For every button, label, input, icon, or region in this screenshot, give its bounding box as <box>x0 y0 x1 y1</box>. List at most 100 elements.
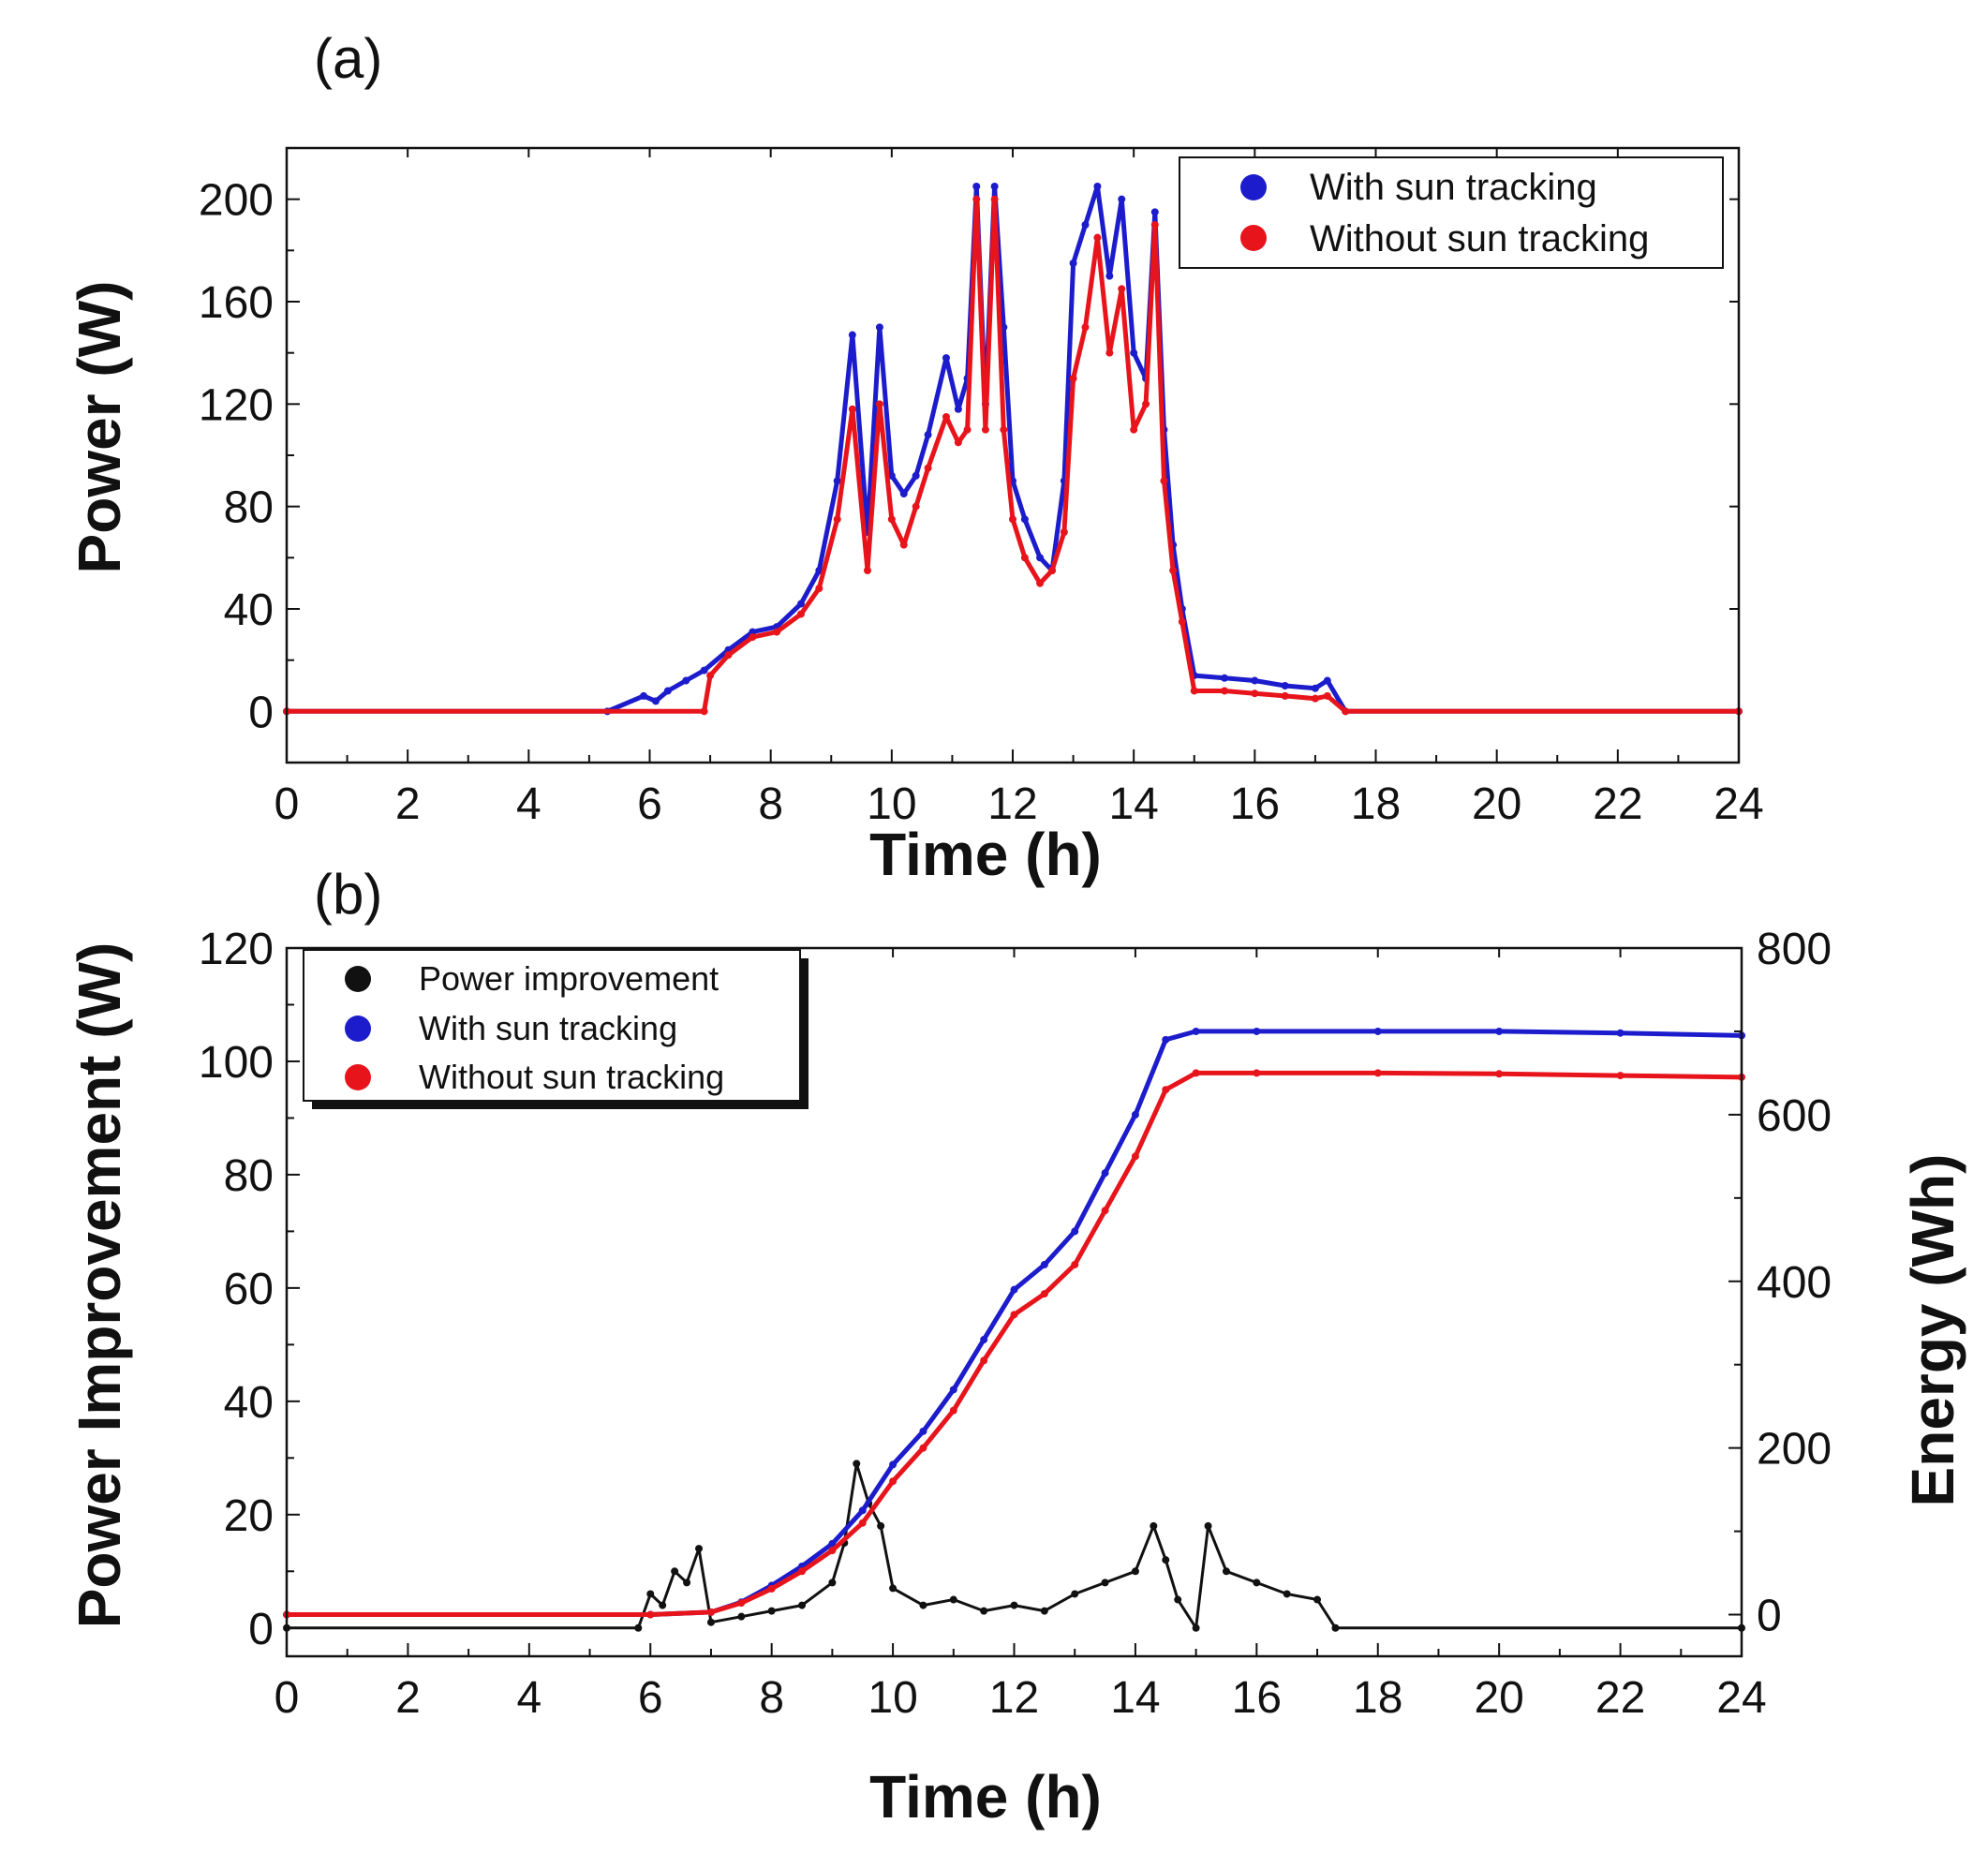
panel-b-point-without-sun-tracking <box>1162 1086 1170 1094</box>
panel-a-x-tick-label: 18 <box>1351 779 1401 829</box>
panel-a-point-without-sun-tracking <box>749 633 757 642</box>
panel-a-point-with-sun-tracking <box>1221 674 1229 682</box>
panel-b-x-tick-label: 16 <box>1232 1673 1282 1723</box>
panel-a-label: (a) <box>314 27 382 90</box>
panel-b-point-with-sun-tracking <box>1162 1035 1170 1044</box>
panel-b-point-power-improvement <box>683 1579 691 1587</box>
panel-b-y-ticks: 0 20 40 60 80 100 120 <box>199 925 300 1654</box>
panel-a-point-with-sun-tracking <box>1081 221 1090 229</box>
panel-a-plot-data <box>283 183 1743 716</box>
panel-b-point-with-sun-tracking <box>949 1386 957 1394</box>
panel-a-point-without-sun-tracking <box>924 464 932 472</box>
panel-b-x-ticks: 0 2 4 6 8 10 12 14 16 18 20 22 24 <box>274 948 1767 1723</box>
panel-b-x-tick-label: 2 <box>395 1673 421 1723</box>
panel-b-point-with-sun-tracking <box>1071 1227 1079 1236</box>
panel-a-point-without-sun-tracking <box>1130 425 1138 434</box>
panel-b-y-axis-title: Power Improvement (W) <box>66 942 133 1629</box>
panel-a: (a) 0 2 4 6 8 10 12 14 16 18 20 22 24 04080120160200… <box>66 27 1764 888</box>
panel-b-point-power-improvement <box>1253 1579 1261 1587</box>
panel-a-point-without-sun-tracking <box>773 628 781 636</box>
panel-a-point-with-sun-tracking <box>1251 676 1259 685</box>
panel-b-y-tick-label: 20 <box>224 1491 274 1541</box>
panel-a-point-with-sun-tracking <box>640 691 648 700</box>
panel-a-point-without-sun-tracking <box>796 610 805 618</box>
panel-a-x-tick-label: 22 <box>1593 779 1642 829</box>
panel-a-point-with-sun-tracking <box>912 471 920 480</box>
panel-b-x-tick-label: 22 <box>1595 1673 1645 1723</box>
panel-a-point-without-sun-tracking <box>815 585 823 593</box>
panel-b-legend-box <box>303 949 801 1102</box>
panel-a-x-tick-label: 6 <box>637 779 662 829</box>
panel-b-point-power-improvement <box>1131 1567 1139 1576</box>
panel-b-point-without-sun-tracking <box>1010 1311 1018 1319</box>
panel-a-y-tick-label: 160 <box>199 278 274 328</box>
panel-a-point-without-sun-tracking <box>1221 687 1229 695</box>
panel-b-point-power-improvement <box>706 1618 715 1626</box>
panel-a-point-with-sun-tracking <box>1020 515 1029 524</box>
panel-b-point-with-sun-tracking <box>1253 1027 1261 1035</box>
panel-b-legend-marker-power-improvement <box>345 966 371 992</box>
panel-a-point-without-sun-tracking <box>1060 528 1068 536</box>
panel-a-x-tick-label: 16 <box>1230 779 1280 829</box>
panel-b-point-with-sun-tracking <box>1616 1029 1625 1037</box>
panel-b-point-power-improvement <box>853 1460 861 1468</box>
panel-a-point-without-sun-tracking <box>981 425 989 434</box>
panel-a-y-axis-title: Power (W) <box>66 281 133 574</box>
panel-a-point-with-sun-tracking <box>954 405 962 413</box>
panel-a-point-with-sun-tracking <box>833 477 841 485</box>
panel-b-point-power-improvement <box>767 1607 776 1615</box>
panel-a-y-tick-label: 80 <box>224 483 274 533</box>
panel-b-point-power-improvement <box>646 1590 655 1598</box>
panel-b-point-without-sun-tracking <box>1040 1290 1048 1298</box>
panel-a-x-tick-label: 4 <box>516 779 542 829</box>
panel-a-point-without-sun-tracking <box>700 707 708 716</box>
panel-a-point-without-sun-tracking <box>833 515 841 524</box>
panel-a-point-without-sun-tracking <box>864 567 871 574</box>
panel-a-legend: With sun tracking Without sun tracking <box>1179 156 1724 269</box>
panel-b-point-without-sun-tracking <box>1373 1069 1382 1077</box>
panel-b-point-power-improvement <box>949 1595 957 1604</box>
panel-a-y-ticks: 0 40 80 120 160 200 <box>199 176 1739 737</box>
panel-a-x-tick-label: 20 <box>1472 779 1521 829</box>
panel-b-x-tick-label: 6 <box>638 1673 663 1723</box>
panel-b-x-tick-label: 4 <box>516 1673 542 1723</box>
panel-a-legend-box <box>1179 156 1724 269</box>
panel-a-point-without-sun-tracking <box>1036 579 1045 587</box>
panel-a-point-with-sun-tracking <box>972 183 981 190</box>
panel-a-point-without-sun-tracking <box>990 195 999 203</box>
panel-b-series-line-with-sun-tracking <box>284 1029 1744 1617</box>
panel-b-point-without-sun-tracking <box>949 1406 957 1415</box>
panel-a-point-without-sun-tracking <box>1020 554 1029 562</box>
panel-b-point-power-improvement <box>1162 1556 1170 1564</box>
panel-b-y2-tick-label: 600 <box>1757 1091 1832 1141</box>
panel-a-point-with-sun-tracking <box>1118 195 1126 203</box>
panel-b-y-tick-label: 120 <box>199 925 274 974</box>
panel-a-point-with-sun-tracking <box>924 431 932 439</box>
panel-a-x-ticks: 0 2 4 6 8 10 12 14 16 18 20 22 24 <box>274 148 1764 829</box>
panel-a-point-without-sun-tracking <box>1323 691 1331 700</box>
panel-a-point-without-sun-tracking <box>706 672 715 680</box>
panel-b-point-power-improvement <box>695 1545 704 1553</box>
panel-b-x-tick-label: 0 <box>274 1673 300 1723</box>
panel-b-y-tick-label: 0 <box>248 1605 274 1654</box>
panel-a-x-tick-label: 24 <box>1714 779 1763 829</box>
panel-a-point-with-sun-tracking <box>1281 682 1289 689</box>
panel-b-legend-label-with-tracking: With sun tracking <box>419 1009 677 1047</box>
panel-b-point-power-improvement <box>1101 1579 1109 1587</box>
panel-a-point-with-sun-tracking <box>942 354 950 363</box>
panel-b-y-tick-label: 80 <box>224 1151 274 1201</box>
panel-b-y2-ticks: 0 200 400 600 800 <box>1728 925 1832 1641</box>
panel-a-legend-marker-with-tracking <box>1240 174 1267 200</box>
panel-a-point-without-sun-tracking <box>1190 687 1198 695</box>
panel-b-legend-marker-with-tracking <box>345 1015 371 1042</box>
panel-b-point-without-sun-tracking <box>889 1477 898 1486</box>
panel-b-x-tick-label: 10 <box>868 1673 917 1723</box>
panel-b-point-power-improvement <box>1071 1590 1079 1598</box>
panel-b-point-without-sun-tracking <box>706 1608 715 1616</box>
panel-a-y-tick-label: 0 <box>248 688 274 737</box>
panel-b-x-axis-title: Time (h) <box>869 1763 1102 1831</box>
panel-b-point-without-sun-tracking <box>1071 1260 1079 1268</box>
panel-b: (b) 0 2 4 6 8 10 12 14 16 18 20 22 24 02040608010012… <box>66 863 1966 1831</box>
panel-b-point-power-improvement <box>1010 1601 1018 1609</box>
panel-b-point-without-sun-tracking <box>767 1584 776 1593</box>
